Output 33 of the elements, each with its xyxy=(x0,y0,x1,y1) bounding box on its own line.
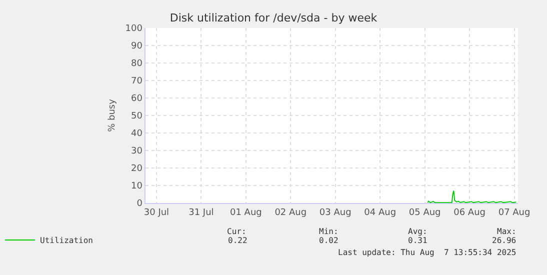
x-tick-label: 06 Aug xyxy=(454,208,486,218)
x-tick-label: 31 Jul xyxy=(188,208,214,218)
y-tick-label: 40 xyxy=(131,129,143,140)
text: Min: xyxy=(319,227,338,236)
text: 0.02 xyxy=(319,236,338,245)
text: 0.31 xyxy=(408,236,428,245)
y-tick-label: 90 xyxy=(131,42,143,52)
text: 26.96 xyxy=(492,236,516,245)
y-tick-label: 20 xyxy=(131,164,143,174)
text: Last update: Thu Aug 7 13:55:34 2025 xyxy=(338,248,516,257)
y-tick-label: 100 xyxy=(125,24,143,34)
y-tick-label: 10 xyxy=(131,182,143,192)
x-tick-label: 30 Jul xyxy=(144,208,170,218)
text: 0.22 xyxy=(228,236,248,245)
line-series xyxy=(427,190,517,203)
y-axis-title: % busy xyxy=(108,98,118,132)
y-tick-label: 0 xyxy=(136,199,143,210)
y-tick-label: 70 xyxy=(131,76,143,87)
y-tick-label: 50 xyxy=(131,112,143,122)
x-tick-label: 05 Aug xyxy=(408,208,441,218)
text: Avg: xyxy=(408,227,428,236)
legend-label: Utilization xyxy=(40,236,94,246)
x-tick-label: 03 Aug xyxy=(319,208,352,218)
x-tick-label: 04 Aug xyxy=(364,208,396,218)
chart-title: Disk utilization for /dev/sda - by week xyxy=(170,11,378,24)
x-tick-label: 01 Aug xyxy=(230,208,262,218)
y-tick-label: 30 xyxy=(131,146,143,157)
text: Cur: xyxy=(227,227,246,236)
y-tick-label: 80 xyxy=(131,59,143,70)
text: Max: xyxy=(497,227,516,236)
y-tick-label: 60 xyxy=(131,94,143,104)
x-tick-label: 02 Aug xyxy=(274,208,307,218)
x-tick-label: 07 Aug xyxy=(498,208,530,218)
